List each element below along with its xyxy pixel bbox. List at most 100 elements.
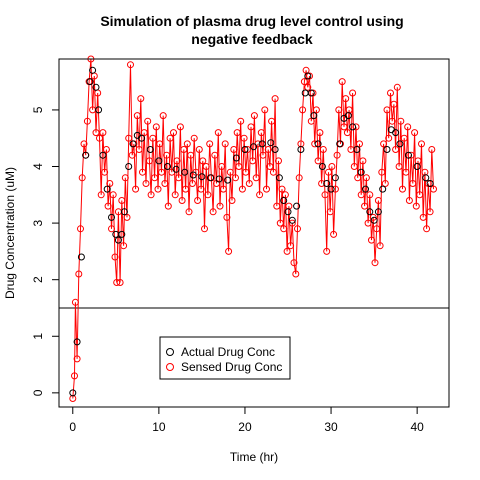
data-point [412,202,420,210]
data-point [103,185,111,193]
data-point [269,168,277,176]
data-point [194,197,202,204]
data-point [73,355,81,363]
data-point [152,123,160,131]
data-point [223,213,231,221]
data-point [108,213,115,221]
data-point [280,225,288,233]
data-point [161,180,169,187]
data-point [409,180,417,187]
data-point [268,117,276,125]
data-point [276,219,284,227]
data-point [307,117,315,125]
data-point [237,117,245,125]
data-point [411,129,419,137]
data-point [156,140,164,148]
data-point [137,95,145,103]
data-point [180,146,188,153]
y-tick-label: 1 [31,333,45,340]
data-point [158,168,165,176]
data-point [172,165,180,173]
data-point [249,157,257,165]
chart-title-line1: Simulation of plasma drug level control … [100,13,403,29]
data-point [123,213,131,221]
data-point [127,61,134,69]
data-point [86,78,94,86]
data-point [331,185,339,193]
data-point [244,146,251,153]
data-point [206,140,214,148]
data-point [116,279,124,286]
data-point [247,123,255,131]
data-point [356,140,363,148]
data-point [369,213,377,221]
legend-box [159,336,291,380]
data-point [181,168,189,176]
data-point [170,129,177,137]
data-point [154,185,162,193]
x-tick-label: 20 [238,420,252,434]
data-point [319,146,327,153]
data-point [226,168,234,176]
data-point [361,202,369,210]
data-point [344,112,352,120]
data-point [364,219,372,227]
data-point [304,83,312,91]
data-point [125,163,133,170]
data-point [201,225,208,233]
data-point [259,151,267,159]
data-point [199,157,207,165]
data-point [335,106,343,114]
data-point [353,146,361,153]
data-point [357,168,365,176]
data-point [207,174,214,182]
data-point [399,185,406,193]
data-point [264,146,272,153]
data-point [261,106,269,114]
data-point [342,95,350,103]
data-point [164,163,171,170]
data-point [380,140,388,148]
data-point [219,185,227,193]
y-tick-label: 2 [31,276,45,283]
data-point [183,140,191,148]
data-point [271,95,279,103]
data-point [300,78,308,86]
data-point [338,78,346,86]
data-point [218,163,226,170]
data-point [400,134,408,142]
data-point [111,253,119,261]
data-point [114,236,122,244]
data-point [71,298,79,306]
data-point [323,180,331,187]
data-point [185,208,193,216]
data-point [359,157,367,165]
data-point [228,197,236,204]
data-point [393,83,401,91]
data-point [349,89,357,97]
data-point [330,230,338,238]
data-point [388,117,396,125]
data-point [350,163,358,170]
data-point [374,197,382,204]
data-point [209,208,217,216]
data-point [125,134,133,142]
data-point [235,163,243,170]
data-point [366,191,374,199]
y-tick-label: 0 [31,389,45,396]
data-point [366,208,374,216]
data-point [321,191,329,199]
data-point [378,168,386,176]
data-point [349,123,357,131]
data-point [89,66,97,74]
data-point [263,185,270,193]
y-axis: 0 1 2 3 4 5 [31,106,60,396]
data-point [331,174,339,182]
data-point [189,171,197,179]
data-point [202,163,210,170]
data-point [135,146,143,153]
data-point [383,106,391,114]
data-point [240,134,248,142]
data-point [242,168,250,176]
